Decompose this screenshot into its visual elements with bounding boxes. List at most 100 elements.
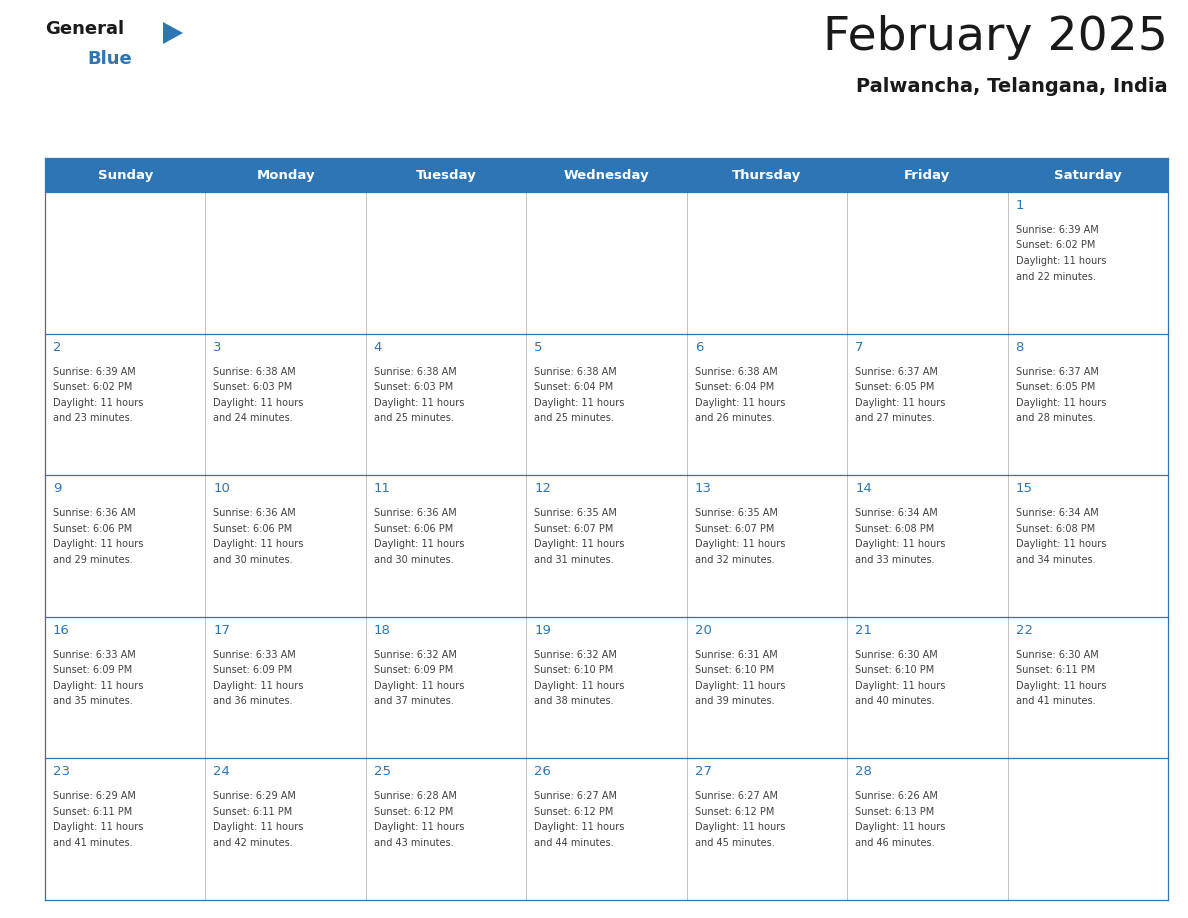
Bar xyxy=(366,158,526,192)
Text: 21: 21 xyxy=(855,624,872,637)
Text: Sunset: 6:12 PM: Sunset: 6:12 PM xyxy=(695,807,775,817)
Bar xyxy=(847,333,1007,476)
Bar xyxy=(526,617,687,758)
Text: Sunset: 6:09 PM: Sunset: 6:09 PM xyxy=(214,666,292,676)
Bar xyxy=(687,617,847,758)
Text: 16: 16 xyxy=(53,624,70,637)
Text: 18: 18 xyxy=(374,624,391,637)
Bar xyxy=(1007,617,1168,758)
Text: Sunset: 6:05 PM: Sunset: 6:05 PM xyxy=(855,382,935,392)
Bar xyxy=(1007,192,1168,333)
Text: Daylight: 11 hours: Daylight: 11 hours xyxy=(1016,256,1106,266)
Text: 26: 26 xyxy=(535,766,551,778)
Text: Daylight: 11 hours: Daylight: 11 hours xyxy=(374,823,465,833)
Text: 11: 11 xyxy=(374,482,391,495)
Text: Sunset: 6:08 PM: Sunset: 6:08 PM xyxy=(1016,523,1095,533)
Text: 14: 14 xyxy=(855,482,872,495)
Text: Daylight: 11 hours: Daylight: 11 hours xyxy=(695,823,785,833)
Text: Daylight: 11 hours: Daylight: 11 hours xyxy=(214,681,304,691)
Text: and 45 minutes.: and 45 minutes. xyxy=(695,838,775,848)
Text: Sunset: 6:09 PM: Sunset: 6:09 PM xyxy=(374,666,453,676)
Text: Sunset: 6:10 PM: Sunset: 6:10 PM xyxy=(695,666,773,676)
Bar xyxy=(366,758,526,900)
Text: 9: 9 xyxy=(53,482,62,495)
Text: Sunrise: 6:29 AM: Sunrise: 6:29 AM xyxy=(214,791,296,801)
Text: Sunrise: 6:27 AM: Sunrise: 6:27 AM xyxy=(695,791,778,801)
Text: Daylight: 11 hours: Daylight: 11 hours xyxy=(855,539,946,549)
Text: Sunset: 6:08 PM: Sunset: 6:08 PM xyxy=(855,523,935,533)
Text: and 24 minutes.: and 24 minutes. xyxy=(214,413,293,423)
Text: Daylight: 11 hours: Daylight: 11 hours xyxy=(855,823,946,833)
Bar xyxy=(206,476,366,617)
Bar xyxy=(45,476,206,617)
Text: Sunrise: 6:32 AM: Sunrise: 6:32 AM xyxy=(374,650,456,660)
Text: Sunrise: 6:39 AM: Sunrise: 6:39 AM xyxy=(53,366,135,376)
Text: Sunrise: 6:38 AM: Sunrise: 6:38 AM xyxy=(374,366,456,376)
Text: Sunrise: 6:34 AM: Sunrise: 6:34 AM xyxy=(1016,509,1099,518)
Text: Sunset: 6:03 PM: Sunset: 6:03 PM xyxy=(374,382,453,392)
Bar xyxy=(687,158,847,192)
Text: Sunset: 6:07 PM: Sunset: 6:07 PM xyxy=(695,523,775,533)
Text: Wednesday: Wednesday xyxy=(563,169,650,182)
Text: 6: 6 xyxy=(695,341,703,353)
Text: Saturday: Saturday xyxy=(1054,169,1121,182)
Text: and 31 minutes.: and 31 minutes. xyxy=(535,554,614,565)
Text: February 2025: February 2025 xyxy=(823,15,1168,60)
Text: Sunrise: 6:32 AM: Sunrise: 6:32 AM xyxy=(535,650,617,660)
Text: and 32 minutes.: and 32 minutes. xyxy=(695,554,775,565)
Bar xyxy=(366,192,526,333)
Text: and 41 minutes.: and 41 minutes. xyxy=(1016,696,1095,706)
Text: and 23 minutes.: and 23 minutes. xyxy=(53,413,133,423)
Bar xyxy=(847,758,1007,900)
Bar xyxy=(526,158,687,192)
Text: 22: 22 xyxy=(1016,624,1032,637)
Text: Sunset: 6:06 PM: Sunset: 6:06 PM xyxy=(374,523,453,533)
Text: Sunrise: 6:33 AM: Sunrise: 6:33 AM xyxy=(214,650,296,660)
Text: Sunrise: 6:26 AM: Sunrise: 6:26 AM xyxy=(855,791,939,801)
Text: Sunset: 6:06 PM: Sunset: 6:06 PM xyxy=(214,523,292,533)
Text: Sunrise: 6:38 AM: Sunrise: 6:38 AM xyxy=(214,366,296,376)
Text: Sunset: 6:11 PM: Sunset: 6:11 PM xyxy=(1016,666,1095,676)
Text: Sunrise: 6:28 AM: Sunrise: 6:28 AM xyxy=(374,791,456,801)
Text: Daylight: 11 hours: Daylight: 11 hours xyxy=(695,397,785,408)
Text: and 44 minutes.: and 44 minutes. xyxy=(535,838,614,848)
Bar xyxy=(687,758,847,900)
Text: and 30 minutes.: and 30 minutes. xyxy=(214,554,293,565)
Text: and 29 minutes.: and 29 minutes. xyxy=(53,554,133,565)
Bar xyxy=(45,333,206,476)
Text: Daylight: 11 hours: Daylight: 11 hours xyxy=(695,681,785,691)
Text: Sunrise: 6:35 AM: Sunrise: 6:35 AM xyxy=(695,509,778,518)
Text: 13: 13 xyxy=(695,482,712,495)
Text: Sunrise: 6:33 AM: Sunrise: 6:33 AM xyxy=(53,650,135,660)
Text: Sunset: 6:09 PM: Sunset: 6:09 PM xyxy=(53,666,132,676)
Text: 7: 7 xyxy=(855,341,864,353)
Text: and 28 minutes.: and 28 minutes. xyxy=(1016,413,1095,423)
Text: Sunset: 6:12 PM: Sunset: 6:12 PM xyxy=(374,807,454,817)
Text: Thursday: Thursday xyxy=(732,169,802,182)
Text: Friday: Friday xyxy=(904,169,950,182)
Text: Sunrise: 6:38 AM: Sunrise: 6:38 AM xyxy=(695,366,777,376)
Text: Sunset: 6:06 PM: Sunset: 6:06 PM xyxy=(53,523,132,533)
Text: 28: 28 xyxy=(855,766,872,778)
Text: Sunset: 6:10 PM: Sunset: 6:10 PM xyxy=(855,666,935,676)
Bar xyxy=(1007,158,1168,192)
Text: General: General xyxy=(45,20,124,38)
Bar xyxy=(687,192,847,333)
Bar xyxy=(1007,758,1168,900)
Bar xyxy=(526,758,687,900)
Text: Tuesday: Tuesday xyxy=(416,169,476,182)
Text: 1: 1 xyxy=(1016,199,1024,212)
Text: 27: 27 xyxy=(695,766,712,778)
Text: Daylight: 11 hours: Daylight: 11 hours xyxy=(214,397,304,408)
Text: Monday: Monday xyxy=(257,169,315,182)
Text: Daylight: 11 hours: Daylight: 11 hours xyxy=(53,539,144,549)
Bar xyxy=(366,617,526,758)
Text: Sunset: 6:12 PM: Sunset: 6:12 PM xyxy=(535,807,614,817)
Text: Sunrise: 6:30 AM: Sunrise: 6:30 AM xyxy=(855,650,937,660)
Bar xyxy=(45,192,206,333)
Text: Blue: Blue xyxy=(87,50,132,68)
Text: Daylight: 11 hours: Daylight: 11 hours xyxy=(535,397,625,408)
Text: and 42 minutes.: and 42 minutes. xyxy=(214,838,293,848)
Text: Palwancha, Telangana, India: Palwancha, Telangana, India xyxy=(857,77,1168,96)
Text: Daylight: 11 hours: Daylight: 11 hours xyxy=(374,681,465,691)
